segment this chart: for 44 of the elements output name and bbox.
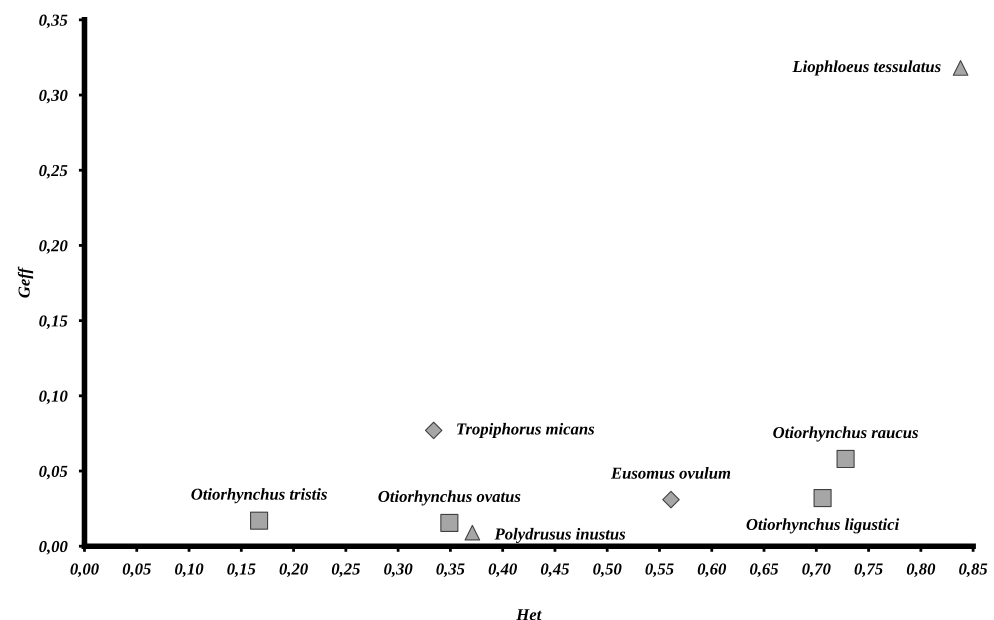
point: [952, 60, 968, 76]
point: [464, 524, 480, 541]
point: [662, 490, 680, 508]
point: [440, 514, 458, 532]
x-tick-label: 0,10: [175, 563, 204, 578]
annotation: Polydrusus inustus: [494, 528, 626, 544]
y-tick-label: 0,20: [39, 240, 68, 254]
x-tick-label: 0,70: [802, 563, 831, 578]
x-tick-label: 0,75: [854, 563, 883, 578]
x-tick-label: 0,50: [593, 563, 622, 578]
annotation: Otiorhynchus ligustici: [746, 518, 900, 534]
y-tick-label: 0,15: [39, 315, 68, 329]
annotation: Otiorhynchus tristis: [191, 488, 327, 504]
y-tick-label: 0,30: [39, 90, 68, 104]
x-tick-label: 0,00: [70, 563, 99, 578]
point: [814, 489, 832, 508]
annotation: Eusomus ovulum: [610, 467, 730, 479]
x-tick-label: 0,05: [122, 563, 151, 578]
x-tick-label: 0,55: [645, 563, 674, 578]
x-tick-label: 0,85: [959, 563, 988, 578]
x-tick-label: 0,60: [698, 563, 726, 578]
annotation: Tropiphorus micans: [457, 422, 594, 438]
x-tick-label: 0,40: [488, 563, 517, 578]
annotation: Otiorhynchus raucus: [773, 426, 918, 442]
y-tick-label: 0,05: [39, 466, 68, 480]
x-tick-label: 0,35: [436, 563, 465, 578]
annotation: Otiorhynchus ovatus: [378, 490, 520, 506]
annotation: Liophloeus tessulatus: [792, 60, 941, 76]
point: [250, 512, 268, 530]
x-axis-title: Het: [516, 609, 542, 620]
x-tick-label: 0,15: [227, 563, 256, 578]
y-axis-title: Geff: [18, 266, 34, 298]
x-tick-label: 0,25: [332, 563, 360, 578]
x-tick-label: 0,30: [384, 563, 412, 578]
point: [836, 450, 855, 468]
y-tick-label: 0,25: [39, 164, 68, 179]
x-tick-label: 0,80: [906, 563, 936, 578]
y-tick-label: 0,10: [39, 390, 68, 404]
point: [424, 422, 442, 440]
x-tick-label: 0,65: [750, 563, 778, 578]
y-tick-label: 0,35: [39, 14, 68, 28]
x-tick-label: 0,45: [540, 563, 570, 578]
y-tick-label: 0,00: [39, 540, 68, 555]
x-tick-label: 0,20: [280, 563, 308, 578]
